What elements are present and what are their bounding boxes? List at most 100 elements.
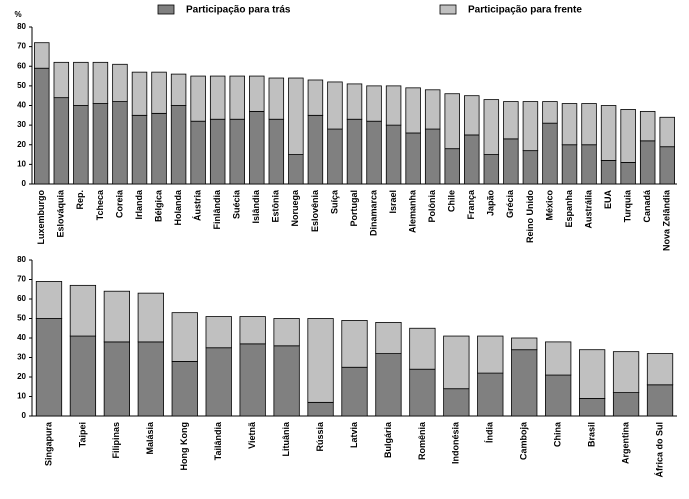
x-tick-label: Luxemburgo [36, 190, 46, 245]
bar-segment [483, 154, 500, 185]
x-tick-label: Holanda [173, 189, 183, 225]
x-tick-label: Islândia [251, 189, 261, 224]
bar-segment [205, 347, 232, 417]
bar-segment [73, 105, 89, 185]
bar-segment [639, 110, 656, 142]
bar-segment [34, 67, 50, 185]
x-tick-label: Canadá [642, 189, 652, 223]
bar-segment [34, 42, 50, 69]
bar-segment [229, 75, 245, 120]
bar-segment [273, 318, 300, 347]
bar-segment [464, 134, 480, 185]
bar-segment [112, 63, 128, 102]
bar-segment [137, 292, 164, 343]
x-tick-label: Nova Zelândia [662, 189, 672, 251]
bar-segment [327, 128, 343, 185]
y-tick-label: 70 [17, 42, 26, 51]
y-tick-label: 20 [17, 372, 26, 381]
x-tick-label: Tailândia [213, 421, 223, 460]
x-tick-label: África do Sul [654, 422, 664, 478]
bar-segment [53, 97, 70, 185]
bar-segment [239, 316, 266, 345]
y-tick-label: 60 [17, 294, 26, 303]
bar-segment [511, 349, 538, 417]
x-tick-label: Eslováquia [56, 189, 66, 238]
x-tick-label: Suíça [329, 189, 339, 214]
x-tick-label: Vietnã [247, 421, 257, 449]
y-tick-label: 60 [17, 61, 26, 70]
bar-segment [444, 148, 460, 185]
x-tick-label: Tcheca [95, 189, 105, 220]
legend-swatch [439, 4, 457, 15]
x-tick-label: Austrália [583, 189, 593, 229]
bar-segment [646, 353, 674, 386]
bar-segment [73, 61, 89, 106]
y-tick-label: 80 [17, 22, 26, 31]
y-tick-label: 30 [17, 353, 26, 362]
bar-segment [205, 316, 232, 349]
x-tick-label: Rep. [75, 190, 85, 210]
bar-segment [346, 83, 363, 120]
x-tick-label: Finlândia [212, 189, 222, 229]
x-tick-label: Malásia [145, 421, 155, 455]
bar-segment [92, 61, 109, 104]
bar-segment [646, 384, 674, 417]
bar-segment [53, 61, 70, 99]
bar-segment [579, 398, 606, 417]
y-tick-label: 80 [17, 255, 26, 264]
x-tick-label: China [553, 421, 563, 447]
x-tick-label: Portugal [349, 190, 359, 227]
bar-segment [375, 353, 402, 417]
bar-segment [103, 290, 130, 343]
bar-segment [443, 335, 470, 390]
bar-segment [190, 75, 206, 122]
bar-segment [131, 114, 148, 185]
x-tick-label: México [544, 190, 554, 221]
bar-segment [341, 320, 368, 368]
bar-segment [620, 162, 636, 185]
x-tick-label: Camboja [519, 421, 529, 460]
bar-segment [477, 372, 504, 417]
bar-segment [522, 101, 539, 152]
bar-segment [288, 154, 304, 185]
x-tick-label: Reino Unido [525, 190, 535, 243]
y-tick-label: 10 [17, 159, 26, 168]
bar-segment [268, 118, 285, 185]
bar-segment [366, 120, 382, 185]
bar-segment [581, 144, 597, 185]
x-tick-label: Alemanha [408, 189, 418, 233]
bar-segment [171, 360, 198, 417]
bar-segment [545, 341, 572, 376]
x-tick-label: Noruega [290, 189, 300, 227]
bar-segment [69, 335, 97, 417]
x-tick-label: Irlanda [134, 189, 144, 220]
x-tick-label: Taipei [77, 422, 87, 447]
bar-segment [409, 327, 436, 370]
bar-segment [35, 281, 63, 319]
bar-segment [542, 122, 558, 185]
x-tick-label: Lituânia [281, 421, 291, 456]
x-tick-label: Hong Kong [179, 422, 189, 471]
bar-segment [151, 112, 167, 185]
y-tick-label: 50 [17, 314, 26, 323]
bar-segment [477, 335, 504, 374]
bar-segment [444, 93, 460, 150]
bar-segment [503, 101, 519, 140]
bar-segment [385, 85, 402, 126]
bar-segment [239, 343, 266, 417]
bar-segment [35, 318, 63, 417]
y-tick-label: 0 [22, 179, 27, 188]
bar-segment [307, 114, 324, 185]
bar-segment [229, 118, 245, 185]
bar-segment [273, 345, 300, 417]
bar-segment [639, 140, 656, 185]
bar-segment [190, 120, 206, 185]
bar-segment [307, 79, 324, 116]
x-tick-label: Filipinas [111, 422, 121, 459]
bar-segment [522, 150, 539, 185]
bar-segment [600, 160, 617, 185]
y-tick-label: 40 [17, 333, 26, 342]
bar-segment [171, 312, 198, 362]
x-tick-label: Suécia [232, 189, 242, 219]
x-tick-label: Eslovênia [310, 189, 320, 232]
